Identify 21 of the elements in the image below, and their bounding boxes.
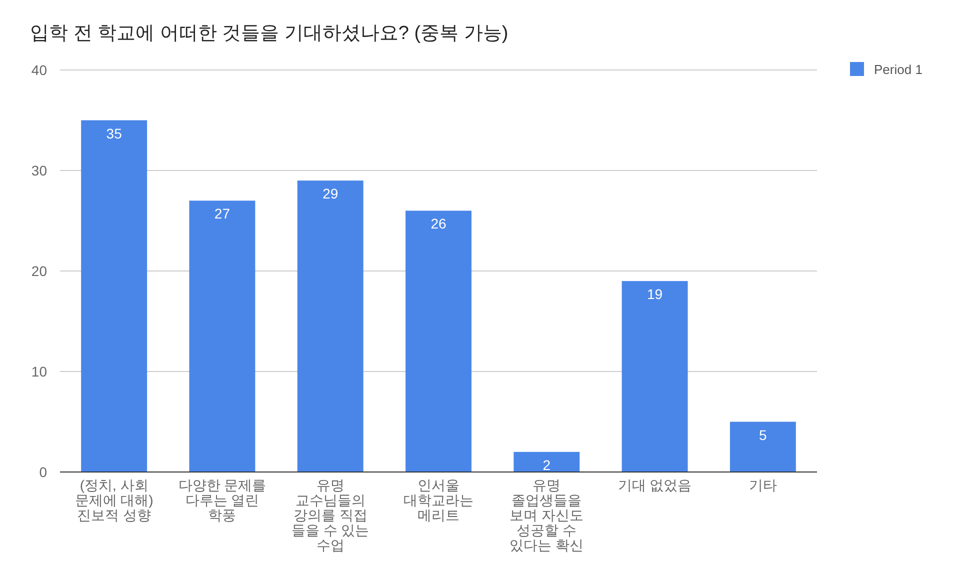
data-label: 29 [322,186,338,202]
xtick: 기타 [748,477,777,493]
data-label: 19 [647,286,663,302]
xtick: 기대 없었음 [618,477,692,493]
xtick: (정치, 사회 문제에 대해) 진보적 성향 [74,477,154,523]
data-label: 5 [759,426,767,443]
legend: Period 1 [874,62,922,77]
ytick: 0 [39,464,47,480]
xtick: 다양한 문제를 다루는 열린 학풍 [178,477,266,523]
ytick: 40 [31,62,47,78]
data-label: 35 [106,125,122,142]
ytick: 10 [31,364,47,380]
xtick: 유명 졸업생들을 보며 자신도 성공할 수 있다는 확신 [510,477,584,553]
xtick: 인서울 대학교라는 메리트 [404,477,474,523]
ytick: 30 [31,162,47,178]
data-label: 2 [542,456,551,473]
data-label: 27 [214,206,230,222]
xtick: 유명 교수님들의 강의를 직접 들을 수 있는 수업 [291,477,370,553]
data-label: 26 [430,216,446,232]
title: 입학 전 학교에 어떠한 것들을 기대하셨나요? (중복 가능) [30,23,508,44]
ytick: 20 [31,263,47,279]
